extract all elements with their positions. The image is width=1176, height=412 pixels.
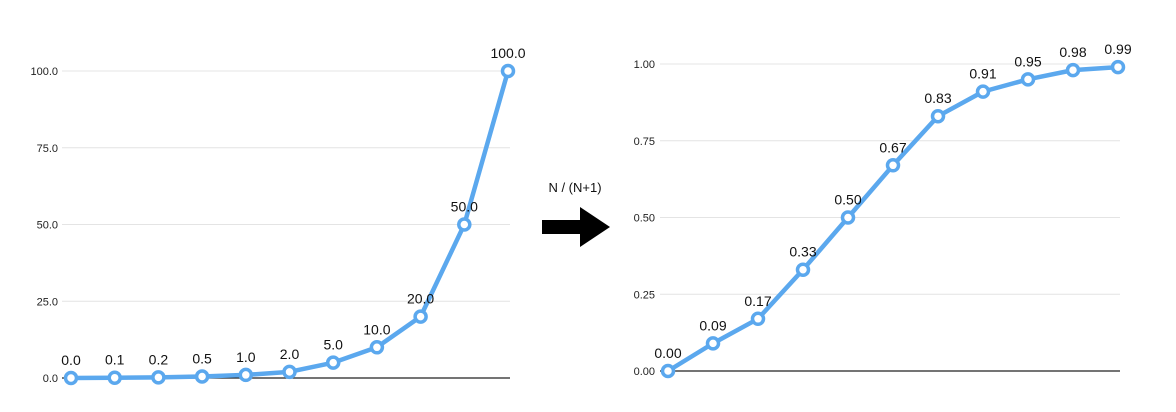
left-y-tick-label: 50.0 — [37, 220, 58, 232]
right-data-label: 0.09 — [699, 317, 726, 333]
left-data-point — [151, 370, 166, 385]
left-data-label: 1.0 — [236, 349, 256, 365]
right-data-label: 0.91 — [969, 66, 996, 82]
left-data-label: 0.1 — [105, 352, 125, 368]
right-data-label: 0.99 — [1104, 41, 1131, 57]
left-data-label: 50.0 — [451, 199, 478, 215]
left-data-point — [413, 309, 428, 324]
right-y-tick-label: 0.75 — [634, 136, 655, 148]
left-data-point — [282, 364, 297, 380]
right-data-label: 0.00 — [654, 345, 681, 361]
right-data-label: 0.50 — [834, 192, 861, 208]
right-y-tick-label: 0.25 — [634, 289, 655, 301]
left-data-label: 5.0 — [323, 337, 343, 353]
transform-label: N / (N+1) — [548, 180, 601, 195]
left-data-point — [63, 370, 79, 386]
right-data-label: 0.67 — [879, 139, 906, 155]
left-data-point — [107, 370, 122, 385]
right-data-label: 0.98 — [1059, 44, 1086, 60]
left-y-tick-label: 75.0 — [37, 143, 58, 155]
right-data-point — [1110, 59, 1126, 75]
right-arrow-icon — [542, 207, 610, 247]
left-data-label: 0.0 — [61, 352, 81, 368]
right-data-point — [750, 311, 766, 327]
left-data-point — [457, 217, 472, 232]
right-data-label: 0.95 — [1014, 53, 1041, 69]
right-y-tick-label: 1.00 — [634, 59, 655, 71]
left-y-tick-label: 0.0 — [43, 373, 58, 385]
right-y-tick-label: 0.00 — [634, 366, 655, 378]
left-data-point — [500, 63, 516, 79]
left-y-tick-label: 100.0 — [30, 66, 58, 78]
right-data-point — [705, 336, 721, 351]
left-data-point — [238, 367, 254, 383]
right-data-point — [840, 210, 856, 225]
left-data-label: 2.0 — [280, 346, 300, 362]
left-data-label: 20.0 — [407, 291, 434, 307]
right-y-tick-label: 0.50 — [634, 213, 655, 225]
right-data-point — [795, 262, 811, 277]
left-data-point — [369, 340, 385, 355]
right-data-point — [1065, 62, 1081, 78]
right-data-point — [660, 363, 676, 379]
right-chart: 0.00 0.25 0.50 0.75 1.00 0.00 0.09 0.17 0.33 0.50… — [634, 41, 1132, 379]
right-data-point — [975, 84, 991, 99]
left-data-point — [194, 369, 210, 384]
left-data-label: 10.0 — [363, 321, 390, 337]
left-data-label: 100.0 — [490, 45, 525, 61]
left-data-label: 0.2 — [149, 351, 169, 367]
left-data-label: 0.5 — [192, 350, 212, 366]
right-data-point — [930, 108, 946, 124]
left-data-point — [325, 355, 341, 370]
left-y-tick-label: 25.0 — [37, 296, 58, 308]
right-series-line — [665, 64, 1121, 374]
right-data-point — [1020, 72, 1036, 87]
right-data-label: 0.17 — [744, 293, 771, 309]
transform-arrow: N / (N+1) — [542, 180, 610, 247]
right-data-label: 0.83 — [924, 90, 951, 106]
left-chart: 0.0 25.0 50.0 75.0 100.0 0.0 0.1 0.2 0.5 1.0 2.0 5.… — [30, 45, 526, 386]
right-data-point — [885, 158, 901, 173]
right-data-label: 0.33 — [789, 244, 816, 260]
